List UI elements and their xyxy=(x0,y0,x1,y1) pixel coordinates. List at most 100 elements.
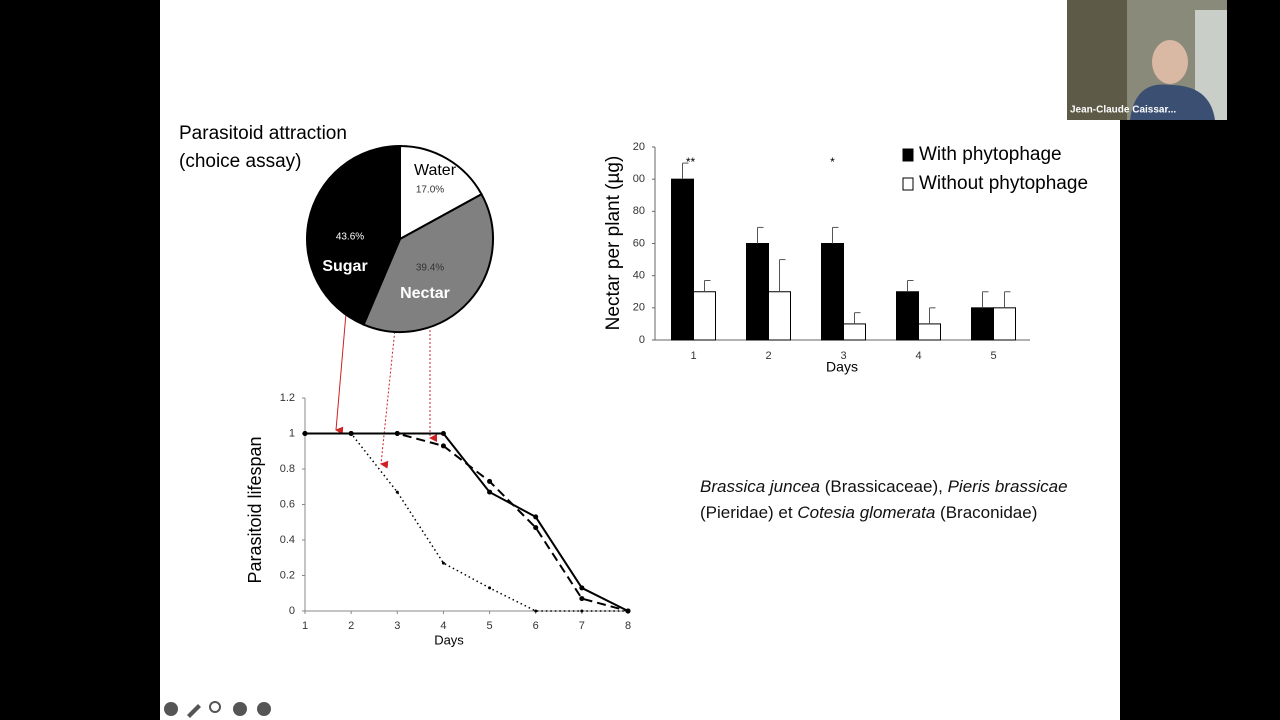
point xyxy=(303,432,307,435)
pie-slice xyxy=(362,192,494,333)
point xyxy=(441,561,445,565)
x-tick-label: 7 xyxy=(579,620,585,632)
x-axis-label: Days xyxy=(434,632,464,647)
bar xyxy=(693,291,716,341)
chart-title: Parasitoid attraction xyxy=(179,123,347,144)
x-tick-label: 1 xyxy=(302,620,308,632)
point xyxy=(349,432,353,435)
value-label: 39.4% xyxy=(416,263,444,274)
y-tick-label: 0.2 xyxy=(280,569,295,581)
point xyxy=(395,490,399,494)
y-tick-label: 1 xyxy=(289,427,295,439)
video-person xyxy=(1152,40,1188,84)
error-bar xyxy=(682,162,689,180)
error-bar xyxy=(1004,291,1011,308)
y-tick-label: 20 xyxy=(633,302,645,314)
y-tick-label: 60 xyxy=(633,237,645,249)
error-bar xyxy=(704,279,711,292)
prev-button[interactable] xyxy=(164,702,178,716)
x-tick-label: 8 xyxy=(625,620,631,632)
x-axis-label: Days xyxy=(826,359,858,375)
slice-label: Sugar xyxy=(322,258,367,275)
point xyxy=(533,525,539,531)
point xyxy=(626,609,630,613)
x-tick-label: 5 xyxy=(487,620,493,632)
bar xyxy=(671,178,694,341)
bar xyxy=(971,307,994,341)
x-tick-label: 3 xyxy=(394,620,400,632)
bar xyxy=(918,323,941,341)
legend-label: With phytophage xyxy=(919,144,1062,165)
line xyxy=(305,432,628,612)
point xyxy=(487,489,493,495)
video-person-body xyxy=(1130,84,1215,120)
point xyxy=(394,431,400,436)
point xyxy=(533,514,539,520)
y-axis-label: Nectar per plant (µg) xyxy=(603,156,624,331)
x-tick-label: 4 xyxy=(440,620,446,632)
error-bar xyxy=(982,291,989,308)
error-bar xyxy=(832,226,839,244)
point xyxy=(580,609,584,613)
next-button[interactable] xyxy=(257,702,271,716)
slide xyxy=(160,0,1120,720)
caption-species: Brassica juncea xyxy=(700,477,821,496)
annotation: ** xyxy=(686,155,696,169)
x-tick-label: 1 xyxy=(690,350,696,362)
y-tick-label: 0 xyxy=(639,334,645,346)
point xyxy=(440,431,446,436)
zoom-button[interactable] xyxy=(209,701,221,713)
caption-family: (Brassicaceae), xyxy=(824,477,943,496)
toolbar xyxy=(164,701,271,718)
pie-slice xyxy=(399,144,483,241)
bar xyxy=(896,291,919,341)
error-bar xyxy=(854,312,861,324)
y-tick-label: 0 xyxy=(289,605,295,617)
x-tick-label: 2 xyxy=(765,350,771,362)
pen-button[interactable] xyxy=(187,704,201,718)
y-tick-label: 80 xyxy=(633,205,645,217)
participant-name: Jean-Claude Caissar... xyxy=(1070,105,1176,116)
bar xyxy=(821,243,844,341)
value-label: 43.6% xyxy=(336,232,364,243)
bar xyxy=(746,243,769,341)
y-tick-label: 00 xyxy=(633,173,645,185)
legend-swatch xyxy=(902,177,914,191)
caption-species: Pieris brassicae xyxy=(947,477,1068,496)
x-tick-label: 2 xyxy=(348,620,354,632)
x-tick-label: 5 xyxy=(990,350,996,362)
error-bar xyxy=(757,226,764,244)
annotation: * xyxy=(830,155,835,169)
x-tick-label: 4 xyxy=(915,350,921,362)
point xyxy=(534,609,538,613)
point xyxy=(487,478,493,484)
bar xyxy=(843,323,866,341)
caption-species: Cotesia glomerata xyxy=(797,503,936,522)
more-button[interactable] xyxy=(233,702,247,716)
point xyxy=(579,585,585,591)
pie-slice xyxy=(306,144,401,326)
error-bar xyxy=(907,279,914,292)
legend-swatch xyxy=(902,148,914,162)
video-tile: Jean-Claude Caissar... xyxy=(1067,0,1227,120)
arrow xyxy=(380,299,399,469)
bar xyxy=(768,291,791,341)
video-bg xyxy=(1067,0,1127,120)
bar xyxy=(993,307,1016,341)
point xyxy=(579,596,585,602)
line xyxy=(305,432,629,612)
error-bar xyxy=(779,259,786,292)
y-tick-label: 0.8 xyxy=(280,463,295,475)
point xyxy=(440,443,446,449)
x-tick-label: 6 xyxy=(533,620,539,632)
point xyxy=(488,586,492,590)
slice-label: Nectar xyxy=(400,285,450,302)
y-tick-label: 0.4 xyxy=(280,534,295,546)
y-axis-label: Parasitoid lifespan xyxy=(245,436,265,583)
y-tick-label: 1.2 xyxy=(280,392,295,404)
value-label: 17.0% xyxy=(416,185,444,196)
error-bar xyxy=(929,307,936,324)
legend-label: Without phytophage xyxy=(919,173,1088,194)
